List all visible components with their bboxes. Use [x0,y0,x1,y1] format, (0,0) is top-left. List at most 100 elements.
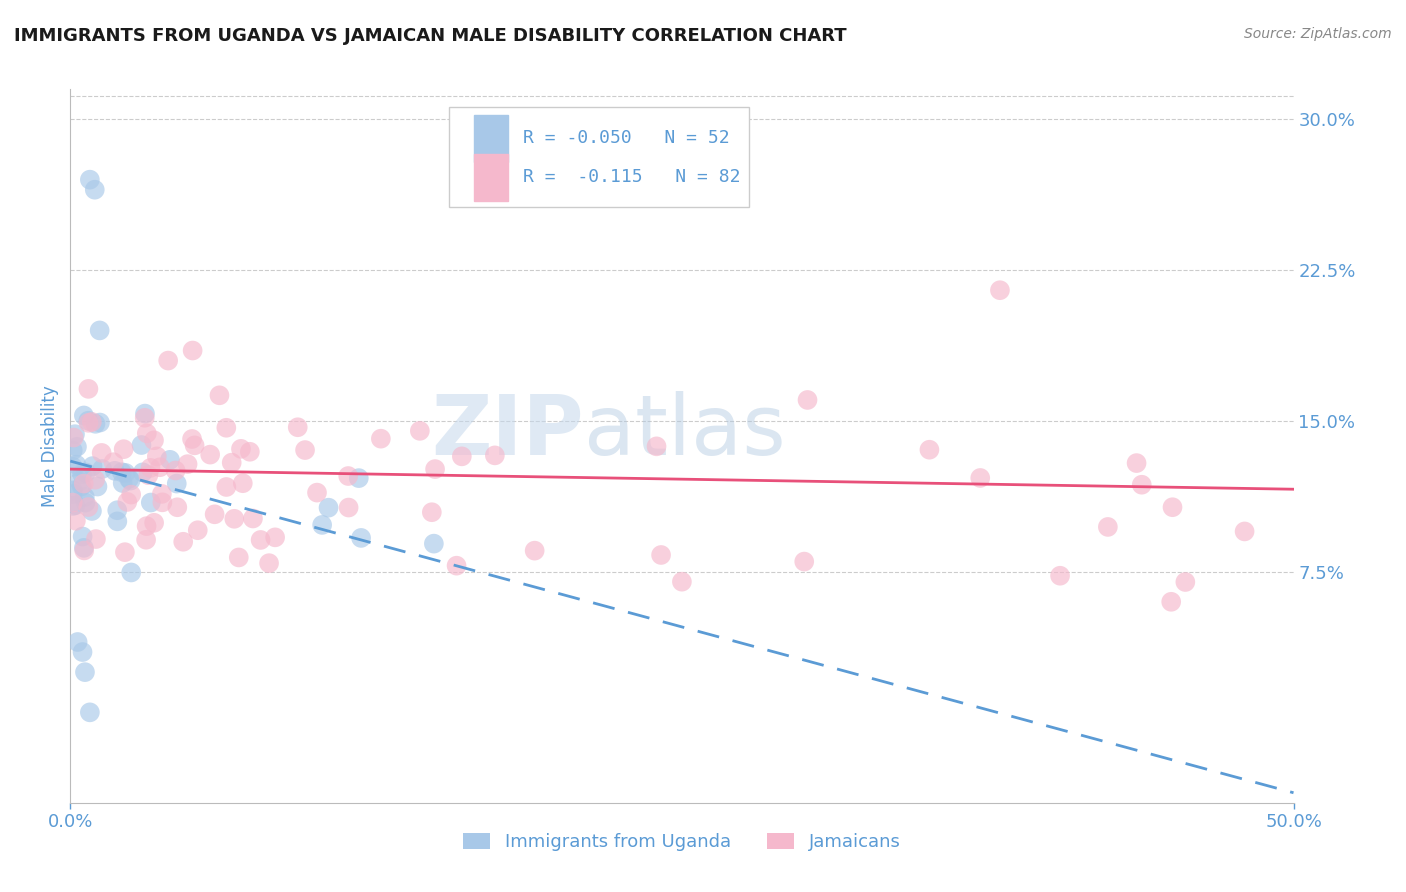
Point [70,479,93,493]
Point [150,487,173,501]
Point [73,541,96,555]
Point [134,410,156,425]
Point [181,432,204,446]
Point [139,495,162,509]
Point [249,533,271,547]
Point [69,475,91,489]
Point [112,442,135,457]
Point [70,467,93,482]
Bar [474,115,508,161]
Point [139,461,162,475]
Point [305,485,328,500]
Point [671,574,693,589]
Point [86,479,108,493]
Point [62,459,84,474]
Point [165,463,187,477]
Point [77,414,100,428]
Point [1130,477,1153,491]
Point [91,462,114,476]
Point [79,172,101,186]
Point [446,558,468,573]
FancyBboxPatch shape [450,107,749,207]
Point [350,531,373,545]
Text: ZIP: ZIP [432,392,583,472]
Text: Source: ZipAtlas.com: Source: ZipAtlas.com [1244,27,1392,41]
Point [73,476,96,491]
Point [73,490,96,504]
Point [157,353,180,368]
Point [215,421,238,435]
Point [166,500,188,515]
Point [80,415,103,429]
Text: IMMIGRANTS FROM UGANDA VS JAMAICAN MALE DISABILITY CORRELATION CHART: IMMIGRANTS FROM UGANDA VS JAMAICAN MALE … [14,27,846,45]
Point [423,462,446,476]
Point [229,442,252,456]
Point [80,504,103,518]
Point [172,534,194,549]
Point [105,503,128,517]
Point [111,465,134,479]
Point [89,416,111,430]
Point [143,516,166,530]
Point [918,442,941,457]
Point [337,469,360,483]
Point [484,449,506,463]
Point [523,543,546,558]
Point [318,500,340,515]
Point [138,468,160,483]
Point [294,443,316,458]
Point [77,382,100,396]
Point [257,556,280,570]
Point [215,480,238,494]
Point [969,471,991,485]
Point [287,420,309,434]
Point [66,635,89,649]
Point [176,457,198,471]
Point [423,536,446,550]
Point [75,495,97,509]
Bar [474,154,508,201]
Text: atlas: atlas [583,392,786,472]
Point [242,511,264,525]
Point [62,443,84,458]
Point [65,498,87,512]
Point [82,459,104,474]
Point [63,427,86,442]
Point [89,323,111,337]
Point [105,514,128,528]
Point [150,495,173,509]
Point [75,466,97,480]
Point [62,431,84,445]
Point [65,458,87,472]
Point [135,519,157,533]
Point [409,424,432,438]
Point [66,440,89,454]
Point [420,505,443,519]
Point [450,450,472,464]
Point [134,407,156,421]
Point [159,452,181,467]
Point [84,532,107,546]
Point [183,438,205,452]
Point [73,409,96,423]
Point [90,446,112,460]
Point [120,474,142,488]
Point [1161,500,1184,515]
Point [72,529,94,543]
Point [337,500,360,515]
Point [1233,524,1256,539]
Point [370,432,392,446]
Point [111,476,134,491]
Point [72,645,94,659]
Point [988,283,1011,297]
Point [114,545,136,559]
Point [204,508,226,522]
Point [62,499,84,513]
Point [149,460,172,475]
Y-axis label: Male Disability: Male Disability [41,385,59,507]
Point [120,566,142,580]
Point [79,706,101,720]
Point [198,448,221,462]
Text: R =  -0.115   N = 82: R = -0.115 N = 82 [523,169,741,186]
Point [146,450,169,464]
